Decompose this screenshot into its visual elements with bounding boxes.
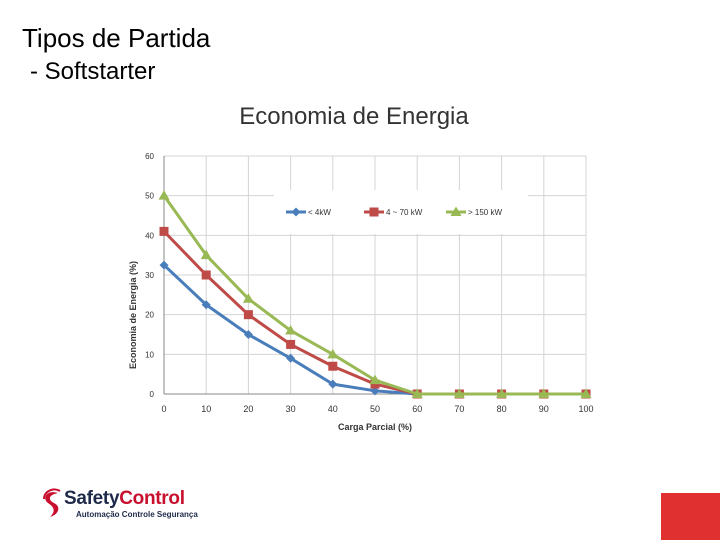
data-point (201, 270, 211, 280)
data-point (328, 379, 338, 389)
data-point (243, 310, 253, 320)
x-axis-label: Carga Parcial (%) (338, 422, 412, 432)
y-tick-label: 20 (145, 311, 154, 320)
data-point (243, 330, 253, 339)
data-point (411, 388, 423, 398)
x-tick-label: 60 (412, 404, 422, 414)
chart-canvas: Economia de Energia 0 10 20 30 40 50 60 0 10 20 30… (128, 103, 594, 432)
chart-legend: < 4kW 4 ~ 70 kW > 150 kW (274, 190, 528, 234)
y-axis-label: Economia de Energia (%) (128, 261, 138, 369)
legend-swatch-marker (291, 207, 301, 217)
y-tick-label: 10 (145, 350, 154, 359)
x-tick-label: 100 (578, 404, 593, 414)
logo-swirl-icon (43, 488, 61, 517)
chart-title: Economia de Energia (239, 103, 469, 130)
legend-label: 4 ~ 70 kW (386, 208, 423, 217)
corner-accent-block (661, 493, 720, 540)
energy-savings-chart: Economia de Energia 0 10 20 30 40 50 60 0 10 20 30… (108, 98, 628, 443)
legend-swatch-marker (369, 207, 379, 217)
x-tick-label: 70 (454, 404, 464, 414)
data-point (453, 388, 465, 398)
slide-subtitle: - Softstarter (30, 58, 156, 85)
safety-control-logo: SafetyControl Automação Controle Seguran… (40, 487, 210, 523)
legend-box (274, 190, 528, 234)
x-tick-label: 10 (201, 404, 211, 414)
legend-label: > 150 kW (468, 208, 502, 217)
data-point (328, 361, 338, 371)
y-tick-label: 60 (145, 152, 154, 161)
x-tick-label: 90 (539, 404, 549, 414)
data-point (159, 260, 169, 270)
y-tick-label: 0 (150, 390, 155, 399)
data-point (285, 325, 297, 335)
data-point (158, 190, 170, 200)
data-point (286, 339, 296, 349)
x-tick-label: 50 (370, 404, 380, 414)
data-point (580, 388, 592, 398)
data-point (201, 300, 211, 310)
logo-brand-part2: Control (119, 488, 185, 509)
data-point (327, 348, 339, 359)
data-point (286, 353, 296, 363)
x-tick-label: 20 (243, 404, 253, 414)
x-tick-label: 30 (286, 404, 296, 414)
data-point (200, 249, 212, 260)
x-tick-label: 0 (161, 404, 166, 414)
y-tick-label: 30 (145, 271, 154, 280)
logo-brand-part1: Safety (64, 488, 120, 509)
data-point (496, 388, 508, 398)
y-tick-label: 40 (145, 231, 154, 240)
y-tick-label: 50 (145, 192, 154, 201)
logo-tagline: Automação Controle Segurança (76, 510, 198, 519)
x-tick-label: 80 (497, 404, 507, 414)
series-3 (158, 190, 592, 398)
legend-label: < 4kW (308, 208, 331, 217)
data-point (538, 388, 550, 398)
data-point (369, 374, 381, 385)
legend-swatch-marker (450, 206, 462, 216)
chart-series (158, 190, 592, 399)
x-tick-label: 40 (328, 404, 338, 414)
data-point (159, 226, 169, 236)
logo-brand: SafetyControl (64, 488, 185, 510)
data-point (242, 293, 254, 303)
slide-title: Tipos de Partida (22, 23, 211, 53)
